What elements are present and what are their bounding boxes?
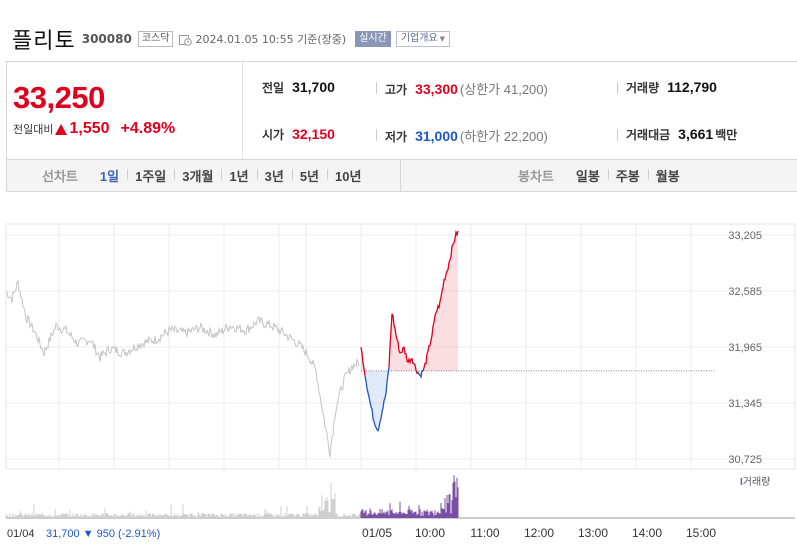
price-chart: 33,205 32,585 31,965 31,345 30,725 I거래량 01/04 3… [0, 192, 797, 557]
up-area [424, 230, 458, 371]
stock-name: 플리토 [12, 29, 76, 54]
tab-line-1[interactable]: 1주일 [127, 166, 174, 185]
line-chart-label: 선차트 [42, 169, 78, 184]
up-line [423, 229, 459, 369]
divider [617, 129, 618, 141]
tab-candle-2[interactable]: 월봉 [647, 166, 688, 185]
x-tick-label: 13:00 [578, 526, 608, 540]
stat-trade-value: 거래대금 3,661 백만 [626, 126, 737, 143]
stat-value: 32,150 [292, 126, 335, 142]
tab-line-2[interactable]: 3개월 [174, 166, 221, 185]
price-area: 33,250 전일대비 1,550 +4.89% [7, 62, 243, 159]
price-chart-svg: 33,205 32,585 31,965 31,345 30,725 I거래량 01/04 3… [5, 223, 796, 540]
prev-day-line [5, 279, 360, 458]
change-amount: 1,550 [69, 120, 110, 137]
x-tick-label: 12:00 [524, 526, 554, 540]
tab-line-6[interactable]: 10년 [327, 166, 369, 185]
stat-label: 저가 [385, 130, 408, 144]
line-chart-tabs: 선차트 1일 1주일 3개월 1년 3년 5년 10년 [42, 160, 369, 191]
chevron-down-icon: ▼ [439, 35, 446, 43]
down-line [416, 370, 423, 379]
quote-summary: 33,250 전일대비 1,550 +4.89% 전일 31,700 고가 33… [6, 61, 797, 160]
x-tick-label: 01/05 [362, 526, 392, 540]
stat-high: 고가 33,300 (상한가 41,200) [385, 79, 548, 98]
stat-value: 112,790 [667, 79, 717, 95]
change-row: 전일대비 1,550 +4.89% [13, 120, 175, 138]
y-tick-label: 30,725 [728, 454, 762, 466]
stat-prev-close: 전일 31,700 [262, 79, 335, 96]
stat-volume: 거래량 112,790 [626, 79, 717, 96]
stat-value: 3,661 [678, 126, 714, 142]
company-overview-button[interactable]: 기업개요 ▼ [395, 31, 451, 47]
realtime-button[interactable]: 실시간 [355, 31, 391, 47]
upper-limit: (상한가 41,200) [459, 82, 548, 97]
tab-candle-0[interactable]: 일봉 [575, 169, 600, 184]
x-tick-label: 14:00 [632, 526, 662, 540]
stat-value: 33,300 [415, 81, 458, 97]
divider [376, 129, 377, 141]
tab-line-0[interactable]: 1일 [99, 169, 120, 184]
down-line [364, 367, 390, 433]
x-tick-label: 15:00 [686, 526, 716, 540]
stat-value: 31,000 [415, 128, 458, 144]
tab-line-5[interactable]: 5년 [291, 166, 327, 185]
x-tick-label: 10:00 [415, 526, 445, 540]
stock-header: 플리토 300080 코스닥 2024.01.05 10:55 기준(장중) 실… [12, 24, 451, 54]
volume-legend: I거래량 [740, 476, 770, 488]
stat-open: 시가 32,150 [262, 126, 335, 143]
down-line [422, 367, 425, 372]
volume-legend-label: 거래량 [743, 476, 771, 488]
market-badge: 코스닥 [137, 31, 174, 47]
change-percent: +4.89% [120, 120, 176, 137]
y-tick-label: 31,345 [728, 398, 762, 410]
lower-limit: (하한가 22,200) [459, 129, 548, 144]
divider [617, 82, 618, 94]
y-tick-label: 32,585 [728, 286, 762, 298]
stock-code: 300080 [81, 32, 132, 46]
tab-line-4[interactable]: 3년 [256, 166, 292, 185]
candle-chart-tabs: 봉차트 일봉 주봉 월봉 [518, 160, 688, 191]
stat-label: 거래대금 [626, 128, 671, 142]
up-line [388, 313, 418, 374]
current-price: 33,250 [13, 80, 105, 115]
stat-label: 전일 [262, 81, 285, 95]
stat-value: 31,700 [292, 79, 335, 95]
stat-label: 고가 [385, 83, 408, 97]
y-tick-label: 31,965 [728, 342, 762, 354]
change-label: 전일대비 [13, 124, 54, 136]
down-area [365, 367, 389, 431]
stat-label: 거래량 [626, 81, 660, 95]
value-unit: 백만 [715, 128, 738, 142]
tab-candle-1[interactable]: 주봉 [607, 166, 648, 185]
timestamp: 2024.01.05 10:55 기준(장중) [195, 33, 347, 46]
stat-low: 저가 31,000 (하한가 22,200) [385, 126, 548, 145]
y-tick-label: 33,205 [728, 230, 762, 242]
up-area [389, 313, 417, 374]
prev-day-summary: 31,700 ▼ 950 (-2.91%) [46, 528, 160, 540]
candle-chart-label: 봉차트 [518, 169, 554, 184]
volume-legend-mark: I [740, 477, 743, 488]
company-overview-label: 기업개요 [400, 33, 438, 44]
up-triangle-icon [55, 123, 68, 135]
tab-line-3[interactable]: 1년 [221, 166, 256, 185]
up-line [360, 347, 366, 376]
x-tick-label: 01/04 [7, 528, 35, 540]
stat-label: 시가 [262, 128, 285, 142]
clock-icon [179, 34, 193, 46]
divider [376, 82, 377, 94]
tab-divider [400, 160, 401, 191]
x-tick-label: 11:00 [470, 526, 499, 540]
chart-tabbar: 선차트 1일 1주일 3개월 1년 3년 5년 10년 봉차트 일봉 주봉 월봉 [6, 160, 797, 192]
